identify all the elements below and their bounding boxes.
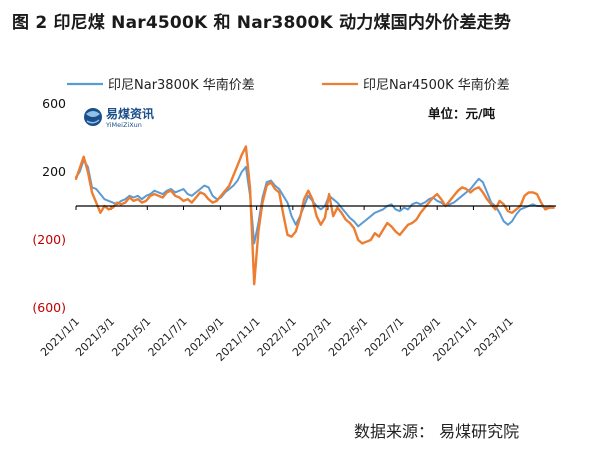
logo-text: 易煤资讯: [106, 106, 154, 121]
y-axis: 600 200 (200) (600): [32, 96, 66, 315]
logo-subtext: YiMeiZiXun: [105, 121, 142, 129]
legend: 印尼Nar3800K 华南价差 印尼Nar4500K 华南价差: [67, 77, 510, 93]
series-layer: [74, 145, 555, 286]
x-tick-label: 2021/7/1: [146, 315, 190, 359]
series-line-nar3800k: [75, 159, 555, 245]
x-axis: 2021/1/12021/3/12021/5/12021/7/12021/9/1…: [38, 206, 516, 364]
source-note: 数据来源： 易煤研究院: [354, 422, 520, 441]
series-line-nar4500k: [74, 145, 555, 286]
legend-label-nar3800k: 印尼Nar3800K 华南价差: [108, 77, 255, 93]
yimei-logo: 易煤资讯 YiMeiZiXun: [84, 106, 154, 129]
legend-label-nar4500k: 印尼Nar4500K 华南价差: [363, 77, 510, 93]
y-tick-label: (600): [32, 300, 66, 315]
y-tick-label: 600: [42, 96, 66, 111]
figure-title: 图 2 印尼煤 Nar4500K 和 Nar3800K 动力煤国内外价差走势: [12, 13, 512, 33]
x-tick-label: 2023/1/1: [472, 315, 516, 359]
y-tick-label: (200): [32, 232, 66, 247]
y-tick-label: 200: [42, 164, 66, 179]
x-tick-label: 2022/7/1: [362, 315, 406, 359]
unit-label: 单位：元/吨: [428, 106, 496, 121]
